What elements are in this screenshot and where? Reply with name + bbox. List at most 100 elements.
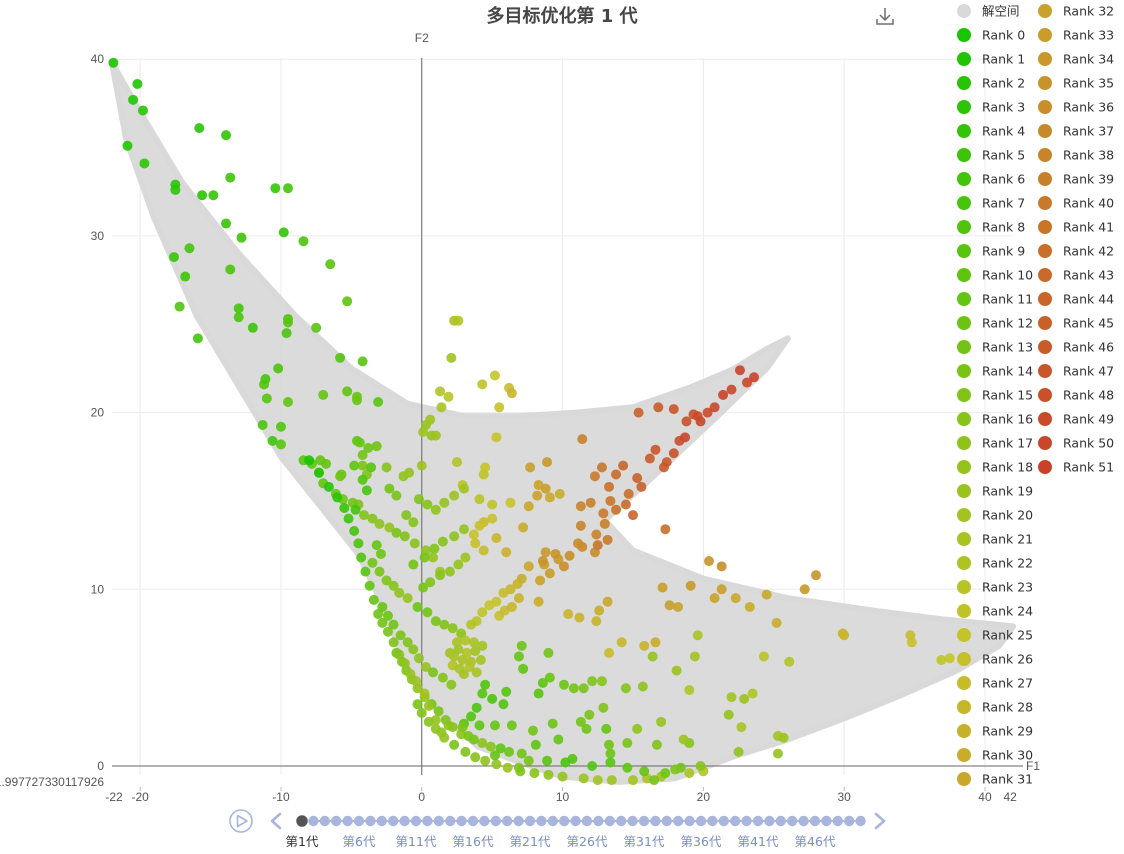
data-point-rank-14[interactable] [430, 616, 441, 627]
data-point-rank-19[interactable] [425, 414, 436, 425]
data-point-rank-51[interactable] [749, 372, 760, 383]
data-point-rank-18[interactable] [557, 771, 568, 782]
data-point-rank-10[interactable] [342, 296, 353, 307]
data-point-rank-43[interactable] [620, 499, 631, 510]
data-point-rank-33[interactable] [664, 600, 675, 611]
data-point-rank-16[interactable] [381, 462, 392, 473]
data-point-rank-20[interactable] [592, 775, 603, 786]
data-point-rank-26[interactable] [470, 538, 481, 549]
data-point-rank-11[interactable] [489, 750, 500, 761]
data-point-rank-29[interactable] [512, 578, 523, 589]
timeline-dot[interactable] [445, 815, 456, 827]
data-point-rank-19[interactable] [416, 460, 427, 471]
data-point-rank-48[interactable] [681, 416, 692, 427]
data-point-rank-8[interactable] [466, 711, 477, 722]
data-point-rank-30[interactable] [594, 605, 605, 616]
data-point-rank-28[interactable] [839, 630, 850, 641]
data-point-rank-19[interactable] [449, 490, 460, 501]
data-point-rank-41[interactable] [605, 495, 616, 506]
timeline-dot[interactable] [684, 815, 695, 827]
data-point-rank-16[interactable] [695, 761, 706, 771]
data-point-rank-32[interactable] [535, 575, 546, 586]
legend-item-rank-41[interactable]: Rank 41 [1038, 220, 1114, 235]
data-point-rank-11[interactable] [318, 389, 329, 400]
data-point-rank-26[interactable] [474, 520, 485, 531]
data-point-rank-34[interactable] [799, 584, 810, 595]
data-point-rank-15[interactable] [381, 575, 392, 586]
data-point-rank-12[interactable] [660, 768, 671, 779]
timeline-dot[interactable] [775, 815, 786, 827]
legend-item-rank-49[interactable]: Rank 49 [1038, 412, 1114, 427]
data-point-rank-20[interactable] [446, 352, 457, 363]
data-point-rank-21[interactable] [692, 630, 703, 641]
timeline-dot[interactable] [695, 815, 707, 827]
data-point-rank-47[interactable] [668, 404, 679, 415]
data-point-rank-23[interactable] [443, 391, 454, 402]
data-point-rank-2[interactable] [323, 481, 334, 492]
data-point-rank-16[interactable] [447, 623, 458, 634]
data-point-rank-17[interactable] [543, 769, 554, 780]
data-point-rank-40[interactable] [598, 508, 609, 519]
data-point-rank-50[interactable] [709, 402, 720, 413]
data-point-rank-18[interactable] [420, 662, 431, 673]
data-point-rank-22[interactable] [461, 647, 472, 658]
data-point-rank-7[interactable] [273, 363, 284, 374]
timeline-dot[interactable] [718, 815, 729, 827]
data-point-rank-35[interactable] [811, 570, 821, 581]
data-point-rank-1[interactable] [122, 140, 133, 151]
timeline-dot[interactable] [581, 815, 593, 827]
data-point-rank-7[interactable] [471, 702, 482, 713]
data-point-rank-20[interactable] [459, 669, 469, 680]
data-point-rank-9[interactable] [366, 462, 377, 473]
timeline-dot[interactable] [479, 815, 490, 827]
data-point-rank-44[interactable] [618, 460, 629, 471]
timeline-dot[interactable] [638, 815, 650, 827]
data-point-rank-24[interactable] [936, 654, 947, 665]
timeline-label[interactable]: 第36代 [681, 834, 722, 849]
data-point-rank-3[interactable] [332, 492, 343, 503]
legend-item-rank-22[interactable]: Rank 22 [957, 556, 1033, 571]
data-point-rank-15[interactable] [401, 510, 412, 521]
timeline-dot[interactable] [376, 815, 387, 827]
data-point-rank-4[interactable] [270, 183, 281, 194]
data-point-rank-20[interactable] [477, 640, 488, 651]
data-point-rank-10[interactable] [537, 677, 548, 688]
data-point-rank-30[interactable] [650, 637, 661, 648]
data-point-rank-17[interactable] [374, 518, 385, 529]
legend-item-rank-1[interactable]: Rank 1 [957, 52, 1025, 67]
data-point-rank-11[interactable] [544, 672, 555, 683]
data-point-rank-10[interactable] [349, 460, 360, 471]
data-point-rank-35[interactable] [537, 556, 548, 567]
data-point-rank-40[interactable] [602, 534, 613, 545]
data-point-rank-13[interactable] [575, 716, 586, 727]
data-point-rank-7[interactable] [353, 538, 364, 549]
data-point-rank-10[interactable] [342, 386, 353, 397]
data-point-rank-7[interactable] [225, 264, 236, 275]
data-point-rank-7[interactable] [257, 419, 268, 430]
data-point-rank-4[interactable] [339, 503, 350, 514]
data-point-rank-9[interactable] [357, 356, 368, 367]
data-point-rank-2[interactable] [137, 105, 148, 116]
data-point-rank-13[interactable] [371, 441, 382, 452]
data-point-rank-14[interactable] [391, 490, 402, 501]
legend-item-solution-space[interactable]: 解空间 [957, 4, 1020, 19]
data-point-rank-20[interactable] [459, 483, 469, 494]
legend-item-rank-17[interactable]: Rank 17 [957, 436, 1033, 451]
legend-item-rank-8[interactable]: Rank 8 [957, 220, 1025, 235]
data-point-rank-3[interactable] [278, 227, 289, 238]
data-point-rank-8[interactable] [335, 352, 346, 363]
legend-item-rank-45[interactable]: Rank 45 [1038, 316, 1114, 331]
timeline-dot[interactable] [627, 815, 638, 827]
data-point-rank-19[interactable] [411, 676, 422, 687]
data-point-rank-11[interactable] [639, 766, 650, 777]
data-point-rank-7[interactable] [361, 485, 372, 496]
timeline-dot[interactable] [433, 815, 444, 827]
data-point-rank-16[interactable] [388, 580, 399, 591]
legend-item-rank-50[interactable]: Rank 50 [1038, 436, 1114, 451]
data-point-rank-18[interactable] [491, 759, 502, 770]
data-point-rank-21[interactable] [684, 768, 695, 779]
data-point-rank-30[interactable] [771, 617, 782, 628]
data-point-rank-42[interactable] [623, 488, 634, 499]
data-point-rank-12[interactable] [351, 395, 362, 406]
data-point-rank-19[interactable] [502, 762, 513, 773]
